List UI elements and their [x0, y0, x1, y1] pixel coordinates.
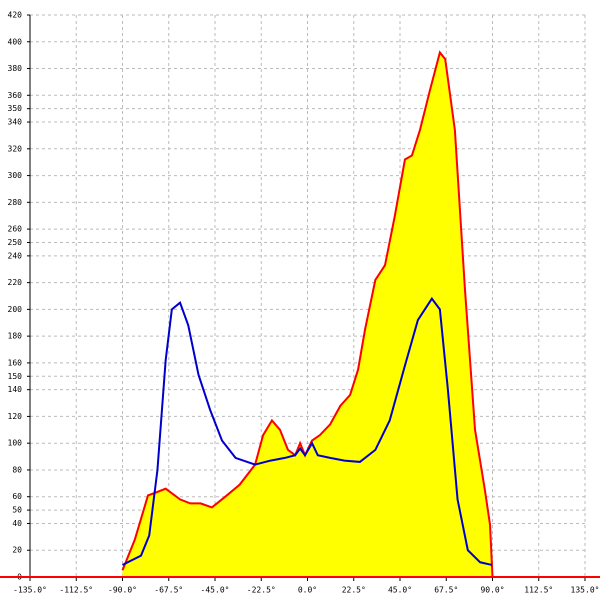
x-tick-label: 45.0°	[388, 586, 412, 595]
x-tick-label: -135.0°	[13, 586, 47, 595]
y-tick-label: 100	[8, 439, 23, 448]
y-tick-label: 420	[8, 11, 23, 20]
y-tick-label: 280	[8, 198, 23, 207]
area	[122, 52, 493, 577]
y-tick-label: 340	[8, 118, 23, 127]
x-tick-label: 67.5°	[434, 586, 458, 595]
y-tick-label: 360	[8, 91, 23, 100]
y-tick-label: 220	[8, 278, 23, 287]
y-tick-label: 350	[8, 104, 23, 113]
x-tick-label: -67.5°	[154, 586, 183, 595]
x-tick-label: -22.5°	[247, 586, 276, 595]
y-tick-label: 160	[8, 358, 23, 367]
y-tick-label: 260	[8, 225, 23, 234]
line	[122, 296, 493, 566]
y-tick-label: 320	[8, 144, 23, 153]
y-tick-label: 140	[8, 385, 23, 394]
y-tick-label: 120	[8, 412, 23, 421]
x-tick-label: 135.0°	[571, 586, 600, 595]
y-tick-label: 400	[8, 37, 23, 46]
y-tick-label: 20	[12, 546, 22, 555]
y-tick-label: 380	[8, 64, 23, 73]
x-tick-label: -90.0°	[108, 586, 137, 595]
x-tick-label: 112.5°	[524, 586, 553, 595]
y-tick-label: 50	[12, 506, 22, 515]
y-tick-label: 200	[8, 305, 23, 314]
y-tick-label: 180	[8, 332, 23, 341]
y-tick-label: 60	[12, 492, 22, 501]
y-tick-label: 240	[8, 251, 23, 260]
y-tick-label: 80	[12, 465, 22, 474]
y-tick-label: 40	[12, 519, 22, 528]
y-tick-label: 250	[8, 238, 23, 247]
x-tick-label: 0.0°	[298, 586, 317, 595]
x-tick-label: -45.0°	[201, 586, 230, 595]
line	[121, 50, 494, 578]
y-tick-label: 150	[8, 372, 23, 381]
x-tick-label: 22.5°	[342, 586, 366, 595]
x-tick-label: 90.0°	[480, 586, 504, 595]
x-tick-label: -112.5°	[59, 586, 93, 595]
y-tick-label: 300	[8, 171, 23, 180]
